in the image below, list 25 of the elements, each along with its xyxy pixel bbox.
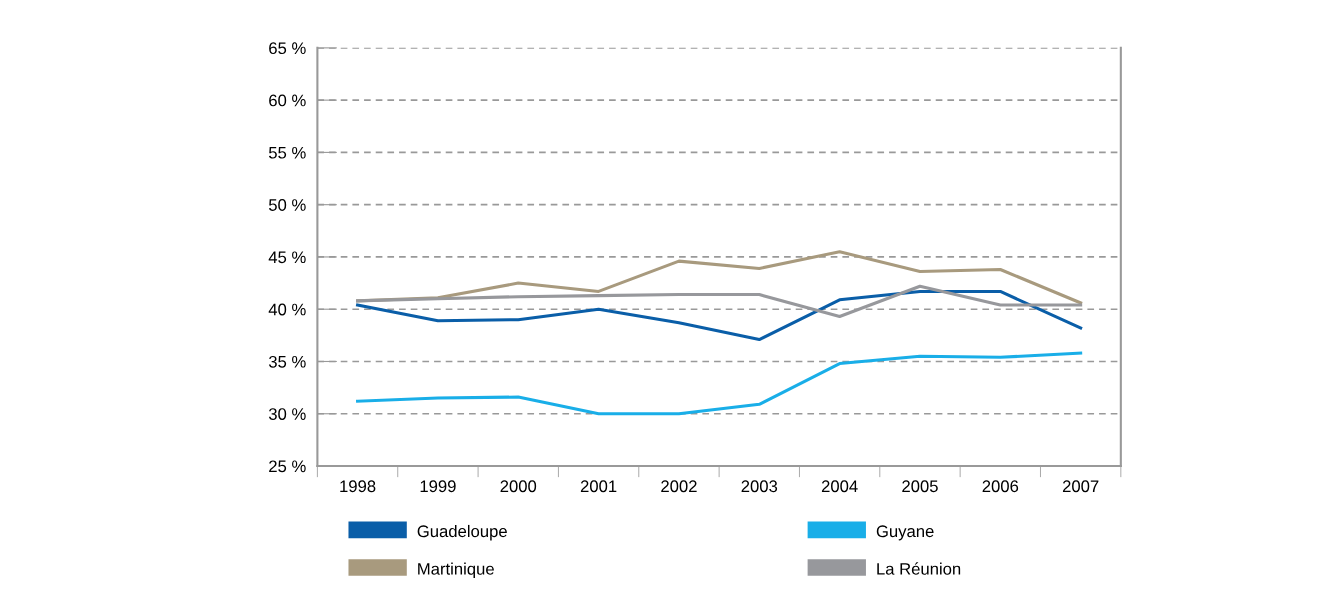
x-tick-label: 1999 [420,480,456,493]
x-tick-label: 2006 [982,480,1019,493]
legend-label: La Réunion [877,562,961,575]
x-tick-label: 1998 [340,480,376,493]
x-tick-label: 2004 [821,480,858,493]
x-tick-label: 2007 [1062,480,1099,493]
x-tick-label: 2002 [661,480,697,493]
line-series [356,289,1083,342]
legend-label: Guadeloupe [417,524,507,541]
y-tick-label: 40 % [268,303,306,316]
x-tick-label: 2001 [580,480,617,493]
y-tick-label: 45 % [268,251,306,264]
y-tick-label: 65 % [269,42,306,55]
x-tick-label: 2000 [500,480,537,493]
line-series [356,351,1083,416]
x-tick-label: 2005 [902,480,938,493]
legend-label: Martinique [418,562,494,579]
legend-label: Guyane [876,525,934,541]
y-tick-label: 60 % [269,94,306,107]
x-tick-label: 2003 [741,480,778,493]
y-tick-label: 50 % [268,199,306,211]
y-tick-label: 35 % [268,355,306,368]
y-tick-label: 55 % [268,146,306,159]
y-tick-label: 25 % [269,460,306,473]
y-tick-label: 30 % [268,408,306,420]
